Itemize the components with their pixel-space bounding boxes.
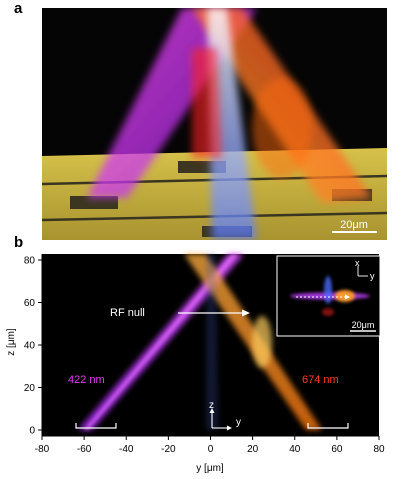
label-674nm: 674 nm xyxy=(302,374,339,386)
panel-a-letter: a xyxy=(14,0,23,17)
label-422nm: 422 nm xyxy=(68,374,105,386)
coord-y-label: y xyxy=(236,417,241,428)
x-tick-label: -20 xyxy=(161,444,176,455)
panel-b: RF null 422 nm 674 nm z y x y xyxy=(0,242,406,474)
y-tick-label: 60 xyxy=(24,298,36,309)
y-axis-title: z [μm] xyxy=(6,328,17,356)
y-tick-label: 0 xyxy=(29,426,35,437)
panel-a-image: 20μm xyxy=(42,8,387,240)
y-tick-group: 0 20 40 60 80 xyxy=(24,256,42,437)
x-tick-label: 20 xyxy=(247,444,259,455)
inset: x y 20μm xyxy=(276,255,381,337)
bracket-right xyxy=(307,423,349,429)
coord-z-label: z xyxy=(209,400,214,411)
x-tick-label: 0 xyxy=(208,444,214,455)
y-tick-label: 20 xyxy=(24,383,36,394)
y-tick-label: 40 xyxy=(24,341,36,352)
scale-bar-label: 20μm xyxy=(340,219,368,231)
x-axis-title: y [μm] xyxy=(196,463,224,474)
x-tick-label: 60 xyxy=(331,444,343,455)
x-tick-label: -80 xyxy=(35,444,50,455)
panel-b-letter: b xyxy=(14,234,24,251)
panel-a-photo: 20μm xyxy=(42,8,387,240)
rf-null-label: RF null xyxy=(110,307,145,319)
blue-beam-a xyxy=(207,8,257,240)
x-tick-label: 80 xyxy=(373,444,385,455)
inset-scale-bar-label: 20μm xyxy=(352,320,375,330)
inset-axis-x: x xyxy=(355,258,360,268)
x-tick-group: -80 -60 -40 -20 0 20 40 60 80 xyxy=(35,436,385,455)
y-tick-label: 80 xyxy=(24,256,36,267)
electrode-pad xyxy=(70,196,118,209)
x-tick-label: -60 xyxy=(77,444,92,455)
x-tick-label: 40 xyxy=(289,444,301,455)
x-tick-label: -40 xyxy=(119,444,134,455)
panel-b-plot: RF null 422 nm 674 nm z y x y xyxy=(6,254,385,474)
red-glow-a xyxy=(192,48,222,158)
inset-axis-y: y xyxy=(370,271,375,281)
bracket-left xyxy=(75,423,117,429)
